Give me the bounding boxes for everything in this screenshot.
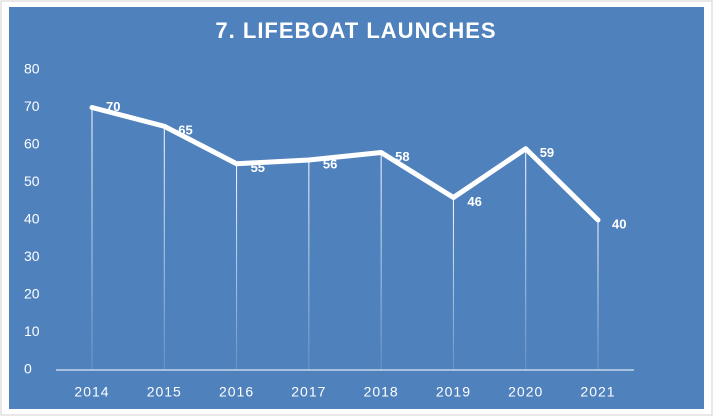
x-tick-label: 2014 (74, 384, 109, 400)
chart-title: 7. LIFEBOAT LAUNCHES (215, 18, 496, 43)
data-line (89, 105, 601, 223)
drop-line (452, 197, 454, 370)
data-label: 46 (467, 194, 481, 209)
y-tick-label: 60 (24, 136, 40, 152)
drop-line (236, 163, 238, 370)
data-label: 56 (323, 156, 337, 171)
data-label: 65 (178, 123, 192, 138)
data-label: 40 (612, 216, 626, 231)
x-tick-label: 2018 (364, 384, 399, 400)
x-tick-label: 2015 (147, 384, 182, 400)
y-tick-label: 80 (24, 61, 40, 77)
y-tick-label: 20 (24, 286, 40, 302)
drop-line (380, 152, 382, 370)
x-tick-label: 2019 (436, 384, 471, 400)
x-tick-label: 2017 (291, 384, 326, 400)
y-tick-label: 40 (24, 211, 40, 227)
data-label: 59 (540, 145, 554, 160)
drop-line (308, 160, 310, 370)
data-label: 58 (395, 149, 409, 164)
y-tick-label: 30 (24, 248, 40, 264)
drop-line (525, 148, 527, 370)
chart-background (9, 7, 704, 409)
y-tick-label: 50 (24, 173, 40, 189)
y-tick-label: 10 (24, 323, 40, 339)
drop-line (163, 126, 165, 370)
x-tick-label: 2020 (508, 384, 543, 400)
x-tick-label: 2016 (219, 384, 254, 400)
y-tick-label: 70 (24, 98, 40, 114)
drop-line (91, 107, 93, 370)
drop-line (597, 220, 599, 370)
y-tick-label: 0 (24, 361, 32, 377)
data-label: 70 (106, 99, 120, 114)
x-tick-label: 2021 (580, 384, 615, 400)
data-label: 55 (251, 160, 265, 175)
